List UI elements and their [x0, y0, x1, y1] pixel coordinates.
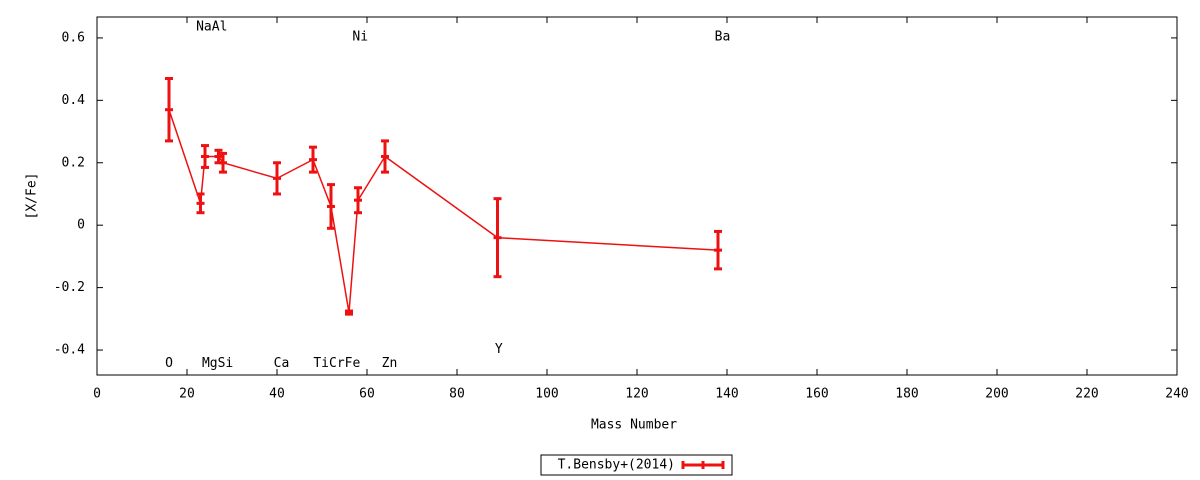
- annotation: Ca: [274, 356, 290, 371]
- y-tick-label: 0: [77, 218, 85, 233]
- x-axis-label: Mass Number: [591, 418, 677, 433]
- error-bar: [219, 151, 227, 174]
- error-bar: [327, 183, 335, 230]
- y-axis-label: [X/Fe]: [25, 173, 40, 220]
- x-tick-label: 240: [1165, 387, 1188, 402]
- annotation: NaAl: [196, 19, 227, 34]
- y-tick-label: -0.4: [54, 343, 85, 358]
- x-tick-label: 180: [895, 387, 918, 402]
- annotation: MgSi: [202, 356, 233, 371]
- y-tick-label: 0.2: [62, 155, 85, 170]
- error-bar: [381, 139, 389, 174]
- legend-label: T.Bensby+(2014): [558, 458, 675, 473]
- error-bar: [714, 229, 722, 271]
- plot-frame: [96, 16, 1178, 376]
- legend-box: [540, 454, 733, 476]
- error-bar: [214, 148, 223, 165]
- annotation: Ni: [352, 29, 368, 44]
- x-tick-label: 0: [93, 387, 101, 402]
- y-tick-label: 0.6: [62, 30, 85, 45]
- legend-swatch: [681, 461, 725, 469]
- x-tick-label: 20: [179, 387, 195, 402]
- annotation: Zn: [382, 356, 398, 371]
- x-tick-label: 220: [1075, 387, 1098, 402]
- error-bar: [354, 186, 362, 215]
- x-tick-label: 160: [805, 387, 828, 402]
- annotation: Ba: [715, 29, 731, 44]
- x-tick-label: 60: [359, 387, 375, 402]
- y-tick-label: -0.2: [54, 280, 85, 295]
- x-tick-label: 100: [535, 387, 558, 402]
- error-bar: [165, 76, 173, 143]
- x-tick-label: 140: [715, 387, 738, 402]
- annotation: TiCrFe: [313, 356, 360, 371]
- error-bar: [345, 309, 353, 316]
- x-tick-label: 40: [269, 387, 285, 402]
- error-bar: [493, 197, 502, 279]
- series-line: [168, 109, 719, 313]
- y-tick-label: 0.4: [62, 93, 86, 108]
- x-tick-label: 120: [625, 387, 648, 402]
- annotation: Y: [495, 342, 503, 357]
- error-bar: [196, 192, 205, 215]
- error-bar: [309, 145, 317, 174]
- x-tick-label: 80: [449, 387, 465, 402]
- x-tick-label: 200: [985, 387, 1008, 402]
- error-bar: [273, 161, 281, 196]
- annotation: O: [165, 356, 173, 371]
- error-bar: [201, 144, 209, 169]
